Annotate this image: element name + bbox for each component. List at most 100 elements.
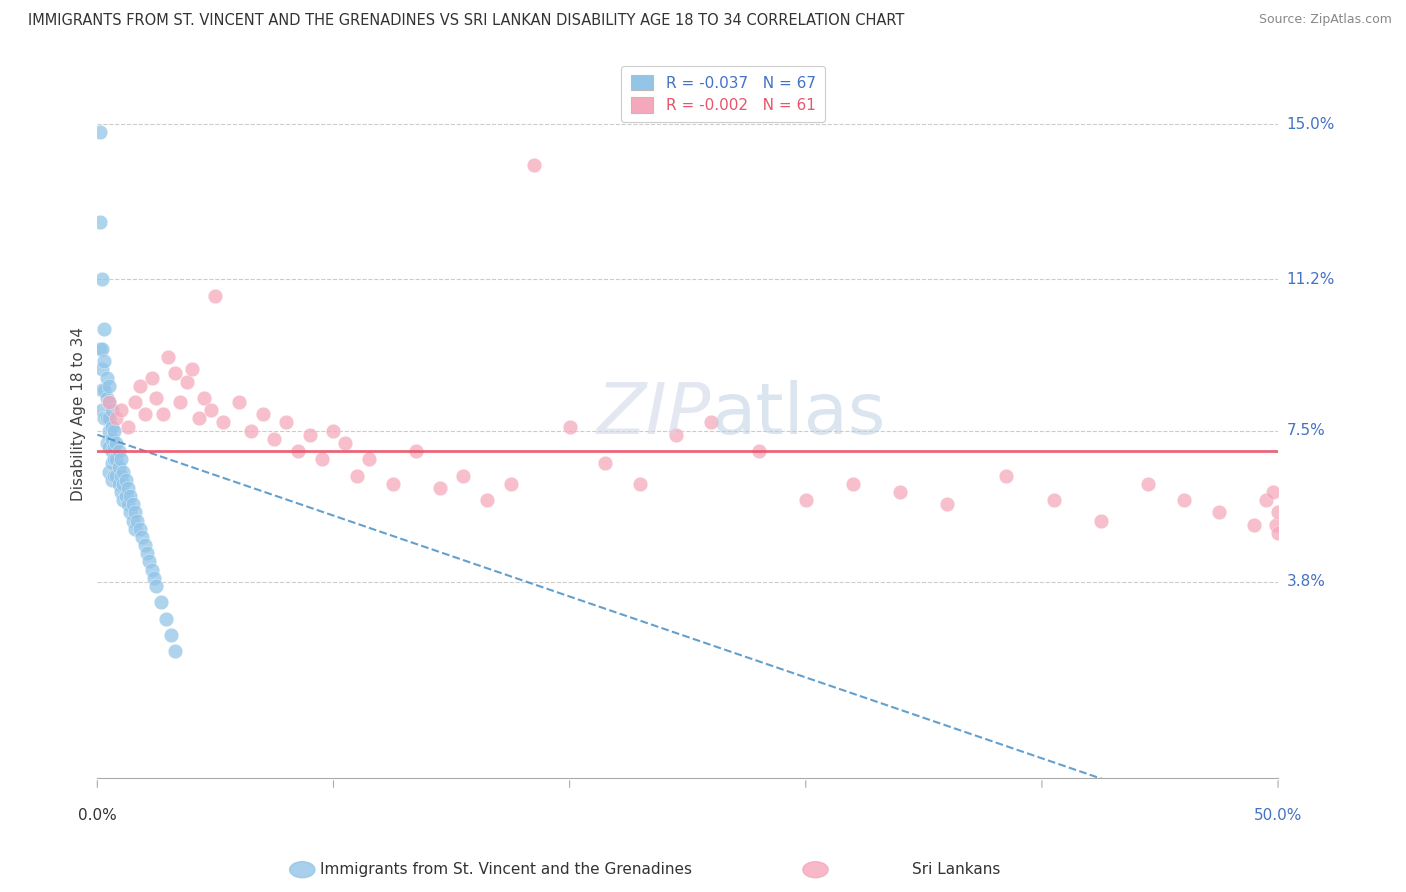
- Point: [100, 444, 122, 458]
- Point: [228, 395, 250, 409]
- Point: [263, 432, 285, 446]
- Point: [176, 375, 198, 389]
- Point: [89, 342, 111, 356]
- Point: [124, 522, 146, 536]
- Point: [322, 424, 344, 438]
- Point: [357, 452, 380, 467]
- Point: [103, 424, 125, 438]
- Point: [103, 440, 125, 454]
- Point: [193, 391, 215, 405]
- Point: [381, 476, 404, 491]
- Point: [1267, 505, 1289, 519]
- Point: [165, 644, 187, 658]
- Text: atlas: atlas: [711, 380, 886, 449]
- Point: [120, 505, 142, 519]
- Point: [105, 436, 128, 450]
- Point: [165, 367, 187, 381]
- Point: [211, 416, 233, 430]
- Point: [748, 444, 770, 458]
- Point: [96, 370, 118, 384]
- Point: [91, 272, 114, 286]
- Point: [100, 473, 122, 487]
- Point: [1137, 476, 1160, 491]
- Point: [91, 362, 114, 376]
- Point: [593, 456, 616, 470]
- Point: [91, 342, 114, 356]
- Point: [630, 476, 652, 491]
- Text: 0.0%: 0.0%: [77, 808, 117, 823]
- Point: [100, 456, 122, 470]
- Point: [107, 460, 129, 475]
- Point: [134, 407, 156, 421]
- Point: [1264, 517, 1286, 532]
- Point: [155, 611, 177, 625]
- Point: [110, 468, 132, 483]
- Point: [298, 427, 321, 442]
- Point: [110, 403, 132, 417]
- Point: [124, 395, 146, 409]
- Text: Sri Lankans: Sri Lankans: [912, 863, 1000, 877]
- Point: [311, 452, 333, 467]
- Point: [1256, 493, 1278, 508]
- Point: [103, 468, 125, 483]
- Point: [128, 522, 150, 536]
- Point: [98, 395, 121, 409]
- Point: [110, 484, 132, 499]
- Point: [1243, 517, 1265, 532]
- Point: [131, 530, 153, 544]
- Point: [124, 505, 146, 519]
- Point: [141, 370, 163, 384]
- Point: [93, 411, 115, 425]
- Point: [93, 383, 115, 397]
- Point: [157, 350, 180, 364]
- Point: [136, 546, 159, 560]
- Point: [98, 378, 121, 392]
- Text: 11.2%: 11.2%: [1286, 272, 1334, 287]
- Point: [105, 468, 128, 483]
- Point: [98, 440, 121, 454]
- Point: [187, 411, 209, 425]
- Point: [96, 436, 118, 450]
- Point: [91, 383, 114, 397]
- Text: 3.8%: 3.8%: [1286, 574, 1326, 590]
- Point: [523, 158, 546, 172]
- Text: 50.0%: 50.0%: [1254, 808, 1302, 823]
- Point: [120, 489, 142, 503]
- Text: 7.5%: 7.5%: [1286, 423, 1324, 438]
- Legend: R = -0.037   N = 67, R = -0.002   N = 61: R = -0.037 N = 67, R = -0.002 N = 61: [621, 66, 825, 122]
- Point: [842, 476, 865, 491]
- Point: [150, 595, 173, 609]
- Point: [180, 362, 202, 376]
- Point: [138, 554, 160, 568]
- Point: [100, 419, 122, 434]
- Point: [91, 403, 114, 417]
- Point: [453, 468, 475, 483]
- Point: [346, 468, 368, 483]
- Point: [499, 476, 522, 491]
- Point: [794, 493, 817, 508]
- Point: [117, 419, 139, 434]
- Point: [700, 416, 723, 430]
- Point: [134, 538, 156, 552]
- Point: [96, 391, 118, 405]
- Point: [145, 579, 167, 593]
- Point: [145, 391, 167, 405]
- Point: [252, 407, 274, 421]
- Text: IMMIGRANTS FROM ST. VINCENT AND THE GRENADINES VS SRI LANKAN DISABILITY AGE 18 T: IMMIGRANTS FROM ST. VINCENT AND THE GREN…: [28, 13, 904, 29]
- Point: [287, 444, 309, 458]
- Point: [1267, 525, 1289, 540]
- Point: [96, 411, 118, 425]
- Text: ZIP: ZIP: [598, 380, 711, 449]
- Point: [169, 395, 191, 409]
- Point: [239, 424, 262, 438]
- Point: [200, 403, 222, 417]
- Point: [112, 493, 135, 508]
- Point: [159, 628, 181, 642]
- Point: [429, 481, 451, 495]
- Point: [121, 514, 143, 528]
- Point: [93, 354, 115, 368]
- Point: [89, 125, 111, 139]
- Text: Immigrants from St. Vincent and the Grenadines: Immigrants from St. Vincent and the Gren…: [321, 863, 692, 877]
- Point: [89, 215, 111, 229]
- Point: [1263, 484, 1285, 499]
